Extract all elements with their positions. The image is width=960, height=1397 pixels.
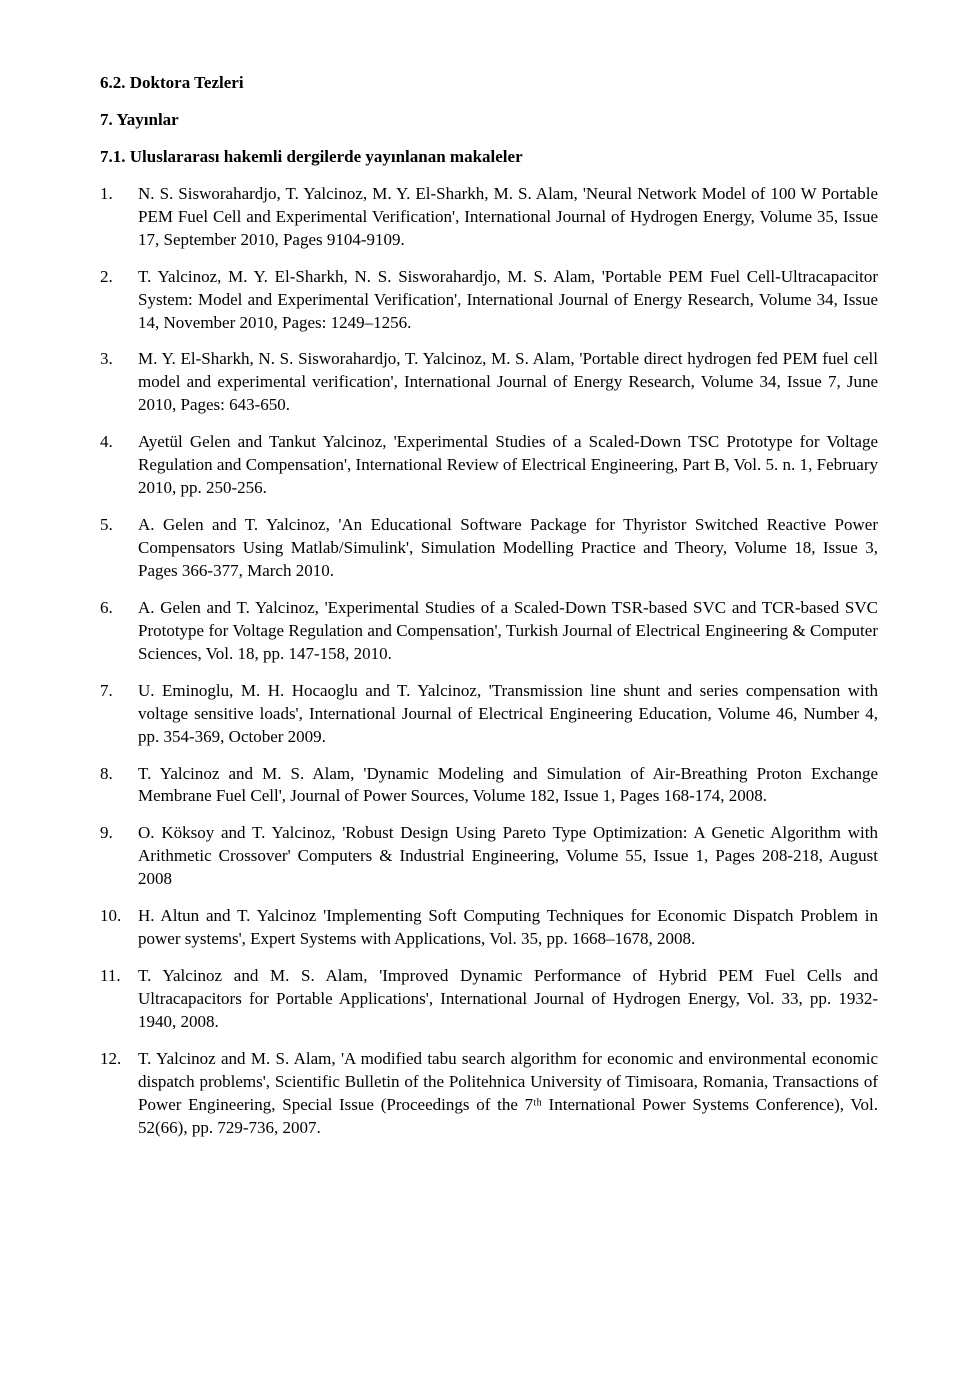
reference-text: N. S. Sisworahardjo, T. Yalcinoz, M. Y. … bbox=[138, 183, 878, 252]
reference-number: 2. bbox=[100, 266, 138, 335]
reference-number: 1. bbox=[100, 183, 138, 252]
reference-number: 12. bbox=[100, 1048, 138, 1140]
reference-entry: 10.H. Altun and T. Yalcinoz 'Implementin… bbox=[100, 905, 878, 951]
reference-text: Ayetül Gelen and Tankut Yalcinoz, 'Exper… bbox=[138, 431, 878, 500]
reference-text: A. Gelen and T. Yalcinoz, 'Experimental … bbox=[138, 597, 878, 666]
reference-text: M. Y. El-Sharkh, N. S. Sisworahardjo, T.… bbox=[138, 348, 878, 417]
reference-number: 4. bbox=[100, 431, 138, 500]
reference-entry: 1.N. S. Sisworahardjo, T. Yalcinoz, M. Y… bbox=[100, 183, 878, 252]
reference-text: O. Köksoy and T. Yalcinoz, 'Robust Desig… bbox=[138, 822, 878, 891]
reference-number: 9. bbox=[100, 822, 138, 891]
reference-text: T. Yalcinoz and M. S. Alam, 'Dynamic Mod… bbox=[138, 763, 878, 809]
reference-entry: 4.Ayetül Gelen and Tankut Yalcinoz, 'Exp… bbox=[100, 431, 878, 500]
reference-number: 10. bbox=[100, 905, 138, 951]
reference-entry: 8.T. Yalcinoz and M. S. Alam, 'Dynamic M… bbox=[100, 763, 878, 809]
reference-entry: 3.M. Y. El-Sharkh, N. S. Sisworahardjo, … bbox=[100, 348, 878, 417]
reference-number: 8. bbox=[100, 763, 138, 809]
section-heading-6-2: 6.2. Doktora Tezleri bbox=[100, 72, 878, 95]
reference-text: A. Gelen and T. Yalcinoz, 'An Educationa… bbox=[138, 514, 878, 583]
reference-number: 7. bbox=[100, 680, 138, 749]
reference-text: H. Altun and T. Yalcinoz 'Implementing S… bbox=[138, 905, 878, 951]
reference-number: 6. bbox=[100, 597, 138, 666]
reference-entry: 2.T. Yalcinoz, M. Y. El-Sharkh, N. S. Si… bbox=[100, 266, 878, 335]
reference-text: U. Eminoglu, M. H. Hocaoglu and T. Yalci… bbox=[138, 680, 878, 749]
reference-entry: 12.T. Yalcinoz and M. S. Alam, 'A modifi… bbox=[100, 1048, 878, 1140]
section-heading-7: 7. Yayınlar bbox=[100, 109, 878, 132]
reference-entry: 11.T. Yalcinoz and M. S. Alam, 'Improved… bbox=[100, 965, 878, 1034]
reference-number: 3. bbox=[100, 348, 138, 417]
reference-entry: 9.O. Köksoy and T. Yalcinoz, 'Robust Des… bbox=[100, 822, 878, 891]
reference-entry: 6.A. Gelen and T. Yalcinoz, 'Experimenta… bbox=[100, 597, 878, 666]
reference-text: T. Yalcinoz and M. S. Alam, 'A modified … bbox=[138, 1048, 878, 1140]
reference-text: T. Yalcinoz and M. S. Alam, 'Improved Dy… bbox=[138, 965, 878, 1034]
reference-text: T. Yalcinoz, M. Y. El-Sharkh, N. S. Sisw… bbox=[138, 266, 878, 335]
reference-entry: 5.A. Gelen and T. Yalcinoz, 'An Educatio… bbox=[100, 514, 878, 583]
reference-entry: 7.U. Eminoglu, M. H. Hocaoglu and T. Yal… bbox=[100, 680, 878, 749]
reference-number: 11. bbox=[100, 965, 138, 1034]
reference-number: 5. bbox=[100, 514, 138, 583]
section-heading-7-1: 7.1. Uluslararası hakemli dergilerde yay… bbox=[100, 146, 878, 169]
